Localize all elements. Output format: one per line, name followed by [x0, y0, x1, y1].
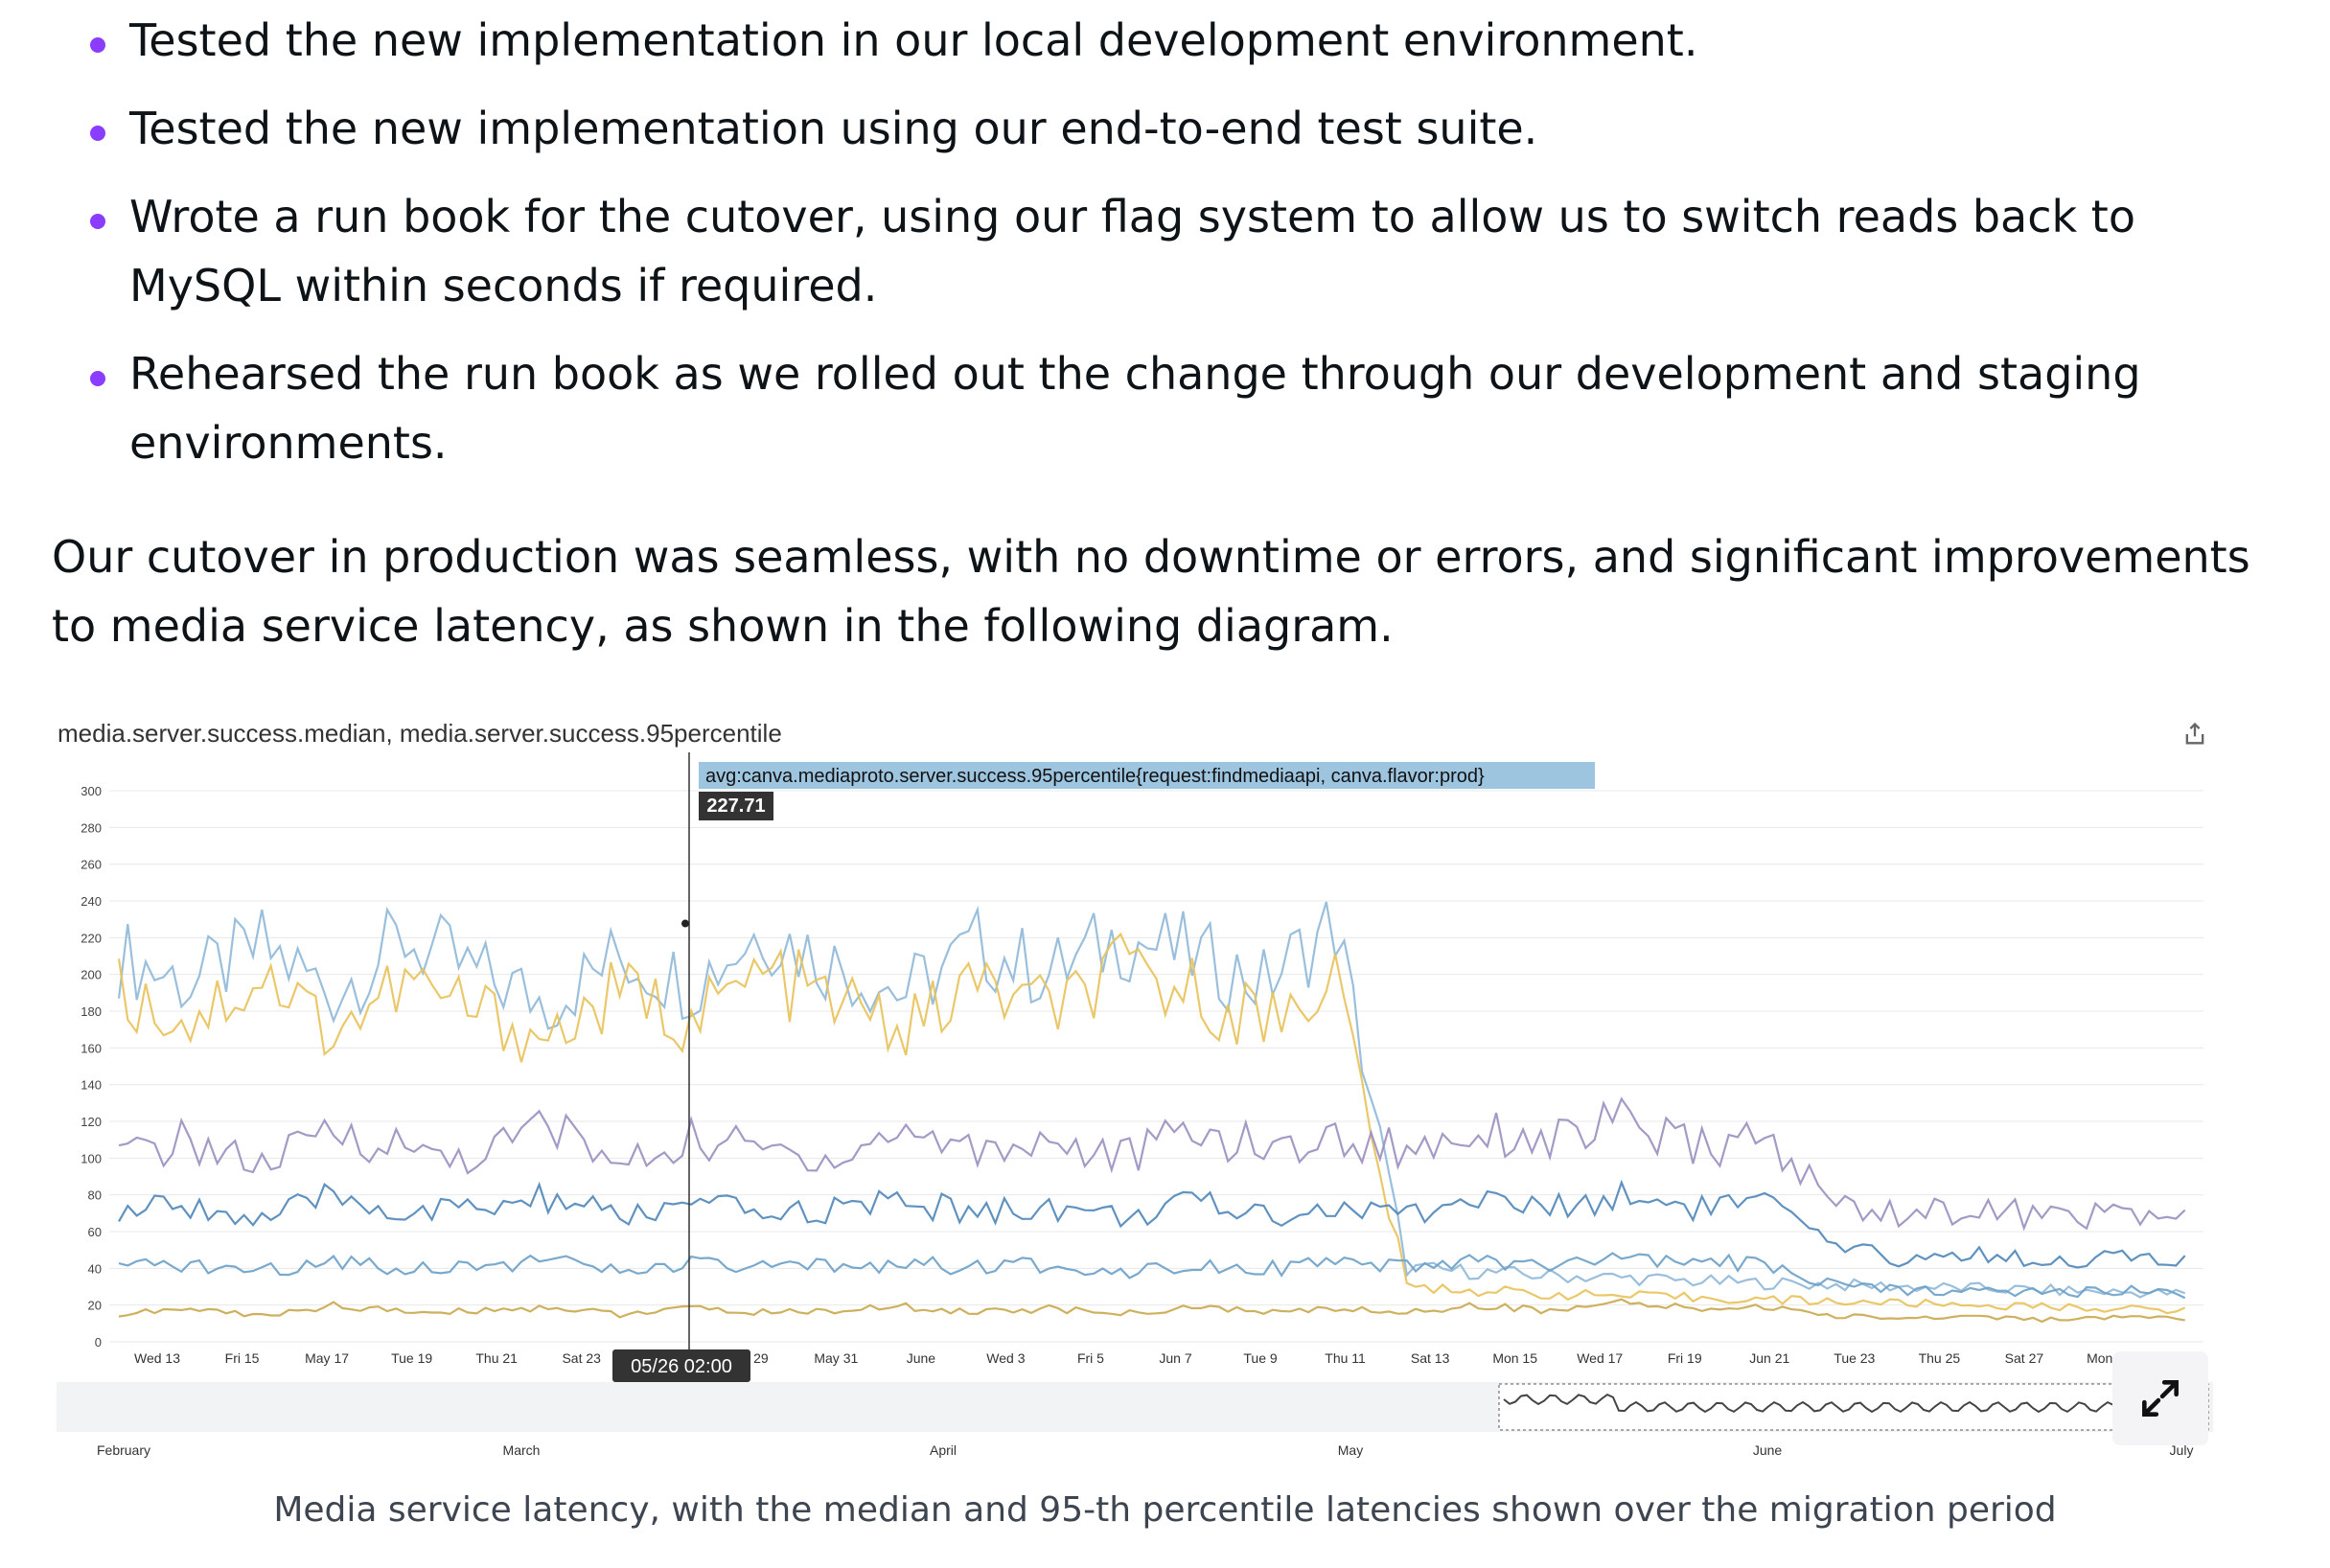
series-line: [117, 901, 2186, 1299]
overview-line: [1503, 1393, 2195, 1414]
x-tick-label: May 31: [814, 1350, 858, 1366]
cursor-label: 05/26 02:00: [631, 1356, 732, 1377]
figure-caption: Media service latency, with the median a…: [273, 1490, 2057, 1530]
bullet-text: Rehearsed the run book as we rolled out …: [129, 348, 2141, 469]
chart-title: media.server.success.median, media.serve…: [58, 719, 782, 748]
y-tick-label: 0: [95, 1335, 102, 1349]
x-tick-label: Wed 13: [134, 1350, 180, 1366]
bullet-dot: [90, 126, 105, 141]
tooltip-series-label: avg:canva.mediaproto.server.success.95pe…: [705, 766, 1485, 787]
x-tick-label: Sat 23: [562, 1350, 601, 1366]
bullet-item: Tested the new implementation in our loc…: [86, 6, 2252, 75]
overview-label: March: [503, 1442, 541, 1458]
y-tick-label: 40: [88, 1261, 102, 1276]
bullet-dot: [90, 371, 105, 386]
bullet-list: Tested the new implementation in our loc…: [86, 0, 2252, 496]
y-tick-label: 140: [81, 1078, 102, 1093]
latency-chart[interactable]: 0 20 40 60 80 100 120 140 160 180 200 220 240 260 280 3…: [52, 709, 2218, 1476]
cursor-point: [681, 919, 689, 928]
series-line: [118, 1298, 2185, 1324]
y-tick-label: 200: [81, 968, 102, 982]
y-tick-label: 120: [81, 1115, 102, 1129]
bullet-dot: [90, 214, 105, 229]
series-line: [117, 932, 2186, 1315]
y-tick-label: 220: [81, 931, 102, 945]
bullet-item: Wrote a run book for the cutover, using …: [86, 182, 2252, 320]
y-tick-label: 100: [81, 1151, 102, 1165]
overview-label: February: [97, 1442, 150, 1458]
cursor-label-box: [612, 1349, 750, 1382]
x-tick-label: Jun 7: [1159, 1350, 1191, 1366]
expand-button[interactable]: [2112, 1351, 2208, 1445]
export-icon[interactable]: [2181, 721, 2208, 748]
chart-card: 0 20 40 60 80 100 120 140 160 180 200 220 240 260 280 3…: [52, 709, 2218, 1476]
bullet-item: Tested the new implementation using our …: [86, 94, 2252, 163]
overview-label: May: [1338, 1442, 1363, 1458]
x-tick-label: Sat 13: [1411, 1350, 1450, 1366]
x-tick-label: Sat 27: [2005, 1350, 2044, 1366]
x-tick-label: Tue 23: [1834, 1350, 1875, 1366]
expand-icon: [2142, 1380, 2179, 1417]
bullet-text: Tested the new implementation in our loc…: [129, 14, 1698, 66]
series-line: [118, 1252, 2186, 1300]
x-tick-label: Mon 15: [1492, 1350, 1537, 1366]
x-tick-label: Thu 25: [1919, 1350, 1961, 1366]
y-tick-label: 240: [81, 894, 102, 909]
y-tick-label: 260: [81, 858, 102, 872]
y-tick-label: 60: [88, 1225, 102, 1239]
x-tick-label: Wed 3: [986, 1350, 1025, 1366]
x-tick-label: June: [907, 1350, 936, 1366]
tooltip-value: 227.71: [706, 796, 765, 817]
x-tick-label: Tue 19: [391, 1350, 432, 1366]
bullet-item: Rehearsed the run book as we rolled out …: [86, 339, 2252, 477]
tooltip-value-box: [699, 792, 773, 820]
x-tick-label: Thu 11: [1325, 1350, 1366, 1366]
x-tick-label: Tue 9: [1243, 1350, 1277, 1366]
x-tick-label: Wed 17: [1577, 1350, 1623, 1366]
y-tick-label: 280: [81, 820, 102, 835]
x-tick-label: Thu 21: [475, 1350, 518, 1366]
overview-label: July: [2170, 1442, 2194, 1458]
y-tick-label: 180: [81, 1004, 102, 1019]
y-tick-label: 300: [81, 784, 102, 798]
bullet-text: Wrote a run book for the cutover, using …: [129, 191, 2135, 311]
overview-label: April: [930, 1442, 957, 1458]
x-tick-label: Jun 21: [1749, 1350, 1789, 1366]
y-tick-label: 20: [88, 1299, 102, 1313]
x-tick-label: May 17: [305, 1350, 349, 1366]
y-tick-label: 160: [81, 1041, 102, 1055]
bullet-text: Tested the new implementation using our …: [129, 103, 1538, 154]
y-tick-label: 80: [88, 1188, 102, 1203]
series-line: [118, 1096, 2186, 1232]
x-tick-label: Fri 15: [225, 1350, 260, 1366]
series-line: [118, 1179, 2186, 1269]
x-tick-label: Fri 19: [1668, 1350, 1702, 1366]
tooltip-series-box: [699, 762, 1595, 789]
overview-label: June: [1753, 1442, 1783, 1458]
body-paragraph: Our cutover in production was seamless, …: [52, 531, 2250, 652]
x-tick-label: Fri 5: [1077, 1350, 1104, 1366]
bullet-dot: [90, 37, 105, 53]
